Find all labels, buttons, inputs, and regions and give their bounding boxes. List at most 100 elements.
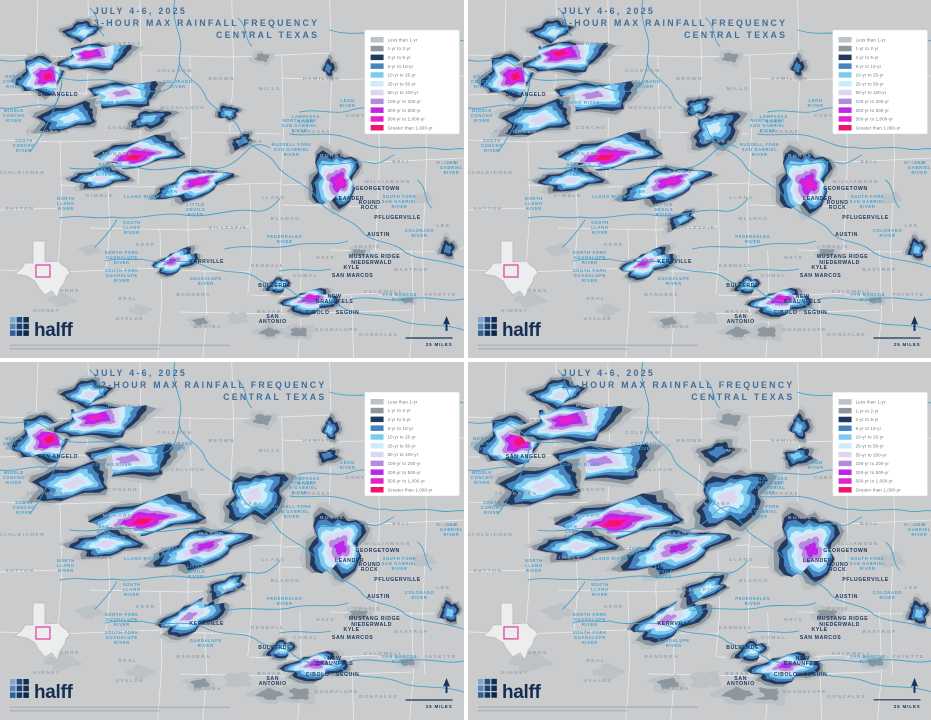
legend-label: 2-yr to 5-yr xyxy=(855,417,878,422)
svg-text:RUNNELS: RUNNELS xyxy=(108,403,142,409)
legend-swatch xyxy=(838,125,852,131)
svg-text:GUADALUPE: GUADALUPE xyxy=(782,327,826,333)
legend-swatch xyxy=(370,451,384,458)
svg-text:CIBOLO: CIBOLO xyxy=(773,672,797,678)
svg-text:TRAVIS: TRAVIS xyxy=(822,244,849,250)
svg-text:KIMBLE: KIMBLE xyxy=(554,193,582,199)
svg-text:KERR: KERR xyxy=(603,242,623,248)
map-labels: COKE RUNNELS COLEMAN BROWN MILLS HAMILTON CORY… xyxy=(0,403,463,700)
legend-label: 2-yr to 5-yr xyxy=(388,55,411,60)
svg-text:KENDALL: KENDALL xyxy=(251,625,285,631)
svg-text:KERRVILLE: KERRVILLE xyxy=(657,621,692,627)
legend-swatch xyxy=(370,469,384,475)
svg-text:GONZALES: GONZALES xyxy=(827,694,866,700)
svg-text:NIEDERWALD: NIEDERWALD xyxy=(351,622,392,628)
svg-text:CORYELL: CORYELL xyxy=(813,475,847,481)
svg-text:EDWARDS: EDWARDS xyxy=(44,288,79,294)
logo-grid-square xyxy=(23,323,29,330)
svg-text:LLANO: LLANO xyxy=(262,195,286,201)
svg-text:WILLIAMSON: WILLIAMSON xyxy=(364,179,410,185)
svg-text:KYLE: KYLE xyxy=(344,265,360,271)
svg-text:COLEMAN: COLEMAN xyxy=(157,430,192,436)
svg-text:UVALDE: UVALDE xyxy=(116,678,145,684)
svg-text:MASON: MASON xyxy=(199,169,225,175)
svg-text:RUNNELS: RUNNELS xyxy=(108,41,142,47)
svg-text:LLANO: LLANO xyxy=(729,557,753,563)
fine-print-line xyxy=(477,348,628,350)
scale-bar: 25 MILES xyxy=(405,678,453,709)
legend-label: 100-yr to 200-yr xyxy=(855,99,889,104)
legend-swatch xyxy=(838,425,852,432)
legend-swatch xyxy=(370,460,384,467)
legend-swatch xyxy=(370,416,384,423)
legend-swatch xyxy=(838,478,852,484)
svg-text:BURNET: BURNET xyxy=(320,153,349,159)
legend-swatch xyxy=(370,443,384,449)
svg-text:CONCHO: CONCHO xyxy=(575,487,606,493)
svg-text:BURNET: BURNET xyxy=(787,153,816,159)
svg-text:CORYELL: CORYELL xyxy=(813,113,847,119)
svg-text:MEDINA: MEDINA xyxy=(194,686,222,692)
svg-text:GUADALUPE: GUADALUPE xyxy=(314,689,358,695)
fine-print-line xyxy=(9,706,230,709)
logo-grid-square xyxy=(490,678,497,685)
svg-text:BULVERDE: BULVERDE xyxy=(726,645,759,651)
logo-grid-square xyxy=(477,678,483,685)
svg-text:UVALDE: UVALDE xyxy=(583,316,612,322)
legend-swatch xyxy=(838,107,852,113)
legend-label: 500-yr to 1,000-yr xyxy=(855,117,893,122)
svg-text:FAYETTE: FAYETTE xyxy=(892,292,924,298)
legend: Less than 1-yr 1-yr to 2-yr 2-yr to 5-yr 5-… xyxy=(364,29,460,135)
legend-swatch xyxy=(838,469,852,475)
logo-grid-square xyxy=(484,678,490,685)
legend-label: 1-yr to 2-yr xyxy=(388,408,411,413)
svg-text:GEORGETOWN: GEORGETOWN xyxy=(355,548,400,554)
svg-text:BANDERA: BANDERA xyxy=(644,654,679,660)
svg-text:MCCULLOCH: MCCULLOCH xyxy=(160,105,205,111)
logo-grid-square xyxy=(9,679,16,685)
svg-text:LEE: LEE xyxy=(437,223,451,229)
svg-text:BLANCO: BLANCO xyxy=(738,216,768,222)
texas-inset-map xyxy=(14,240,71,299)
svg-text:BANDERA: BANDERA xyxy=(176,654,211,660)
rainfall-frequency-blobs xyxy=(468,373,931,689)
svg-text:SUTTON: SUTTON xyxy=(6,206,35,212)
logo-grid-square xyxy=(490,323,497,330)
map-panel-12-hour: COKE RUNNELS COLEMAN BROWN MILLS HAMILTON CORY… xyxy=(0,362,464,720)
svg-text:EDWARDS: EDWARDS xyxy=(512,288,547,294)
svg-text:MENARD: MENARD xyxy=(570,513,600,519)
svg-text:HAMILTON: HAMILTON xyxy=(771,438,808,444)
svg-text:HAMILTON: HAMILTON xyxy=(303,76,340,82)
legend-swatch xyxy=(838,37,852,43)
legend-swatch xyxy=(370,434,384,440)
title-region: CENTRAL TEXAS xyxy=(216,30,319,40)
svg-text:BROWN: BROWN xyxy=(676,76,702,82)
svg-text:GILLESPIE: GILLESPIE xyxy=(676,587,715,593)
legend-label: Less than 1-yr xyxy=(855,400,885,405)
